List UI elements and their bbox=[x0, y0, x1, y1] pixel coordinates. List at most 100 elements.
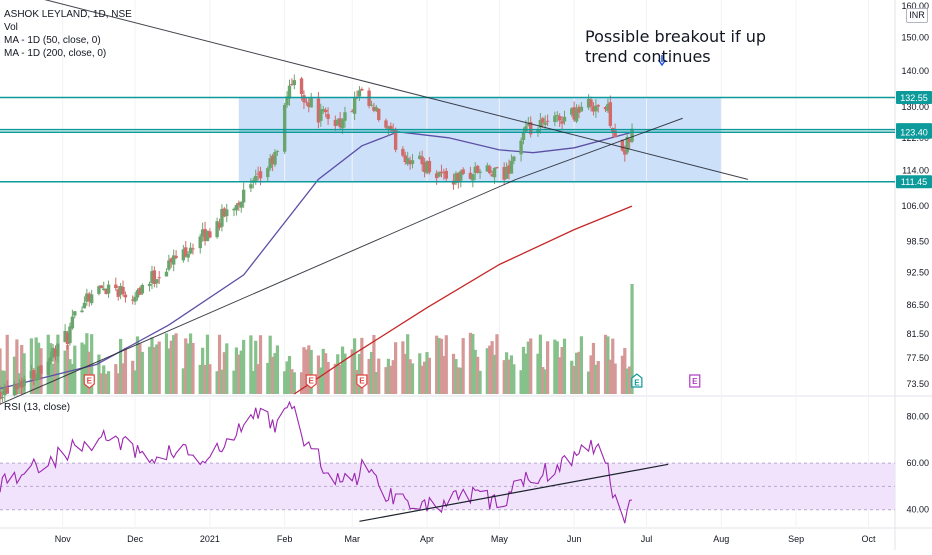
candle-body bbox=[0, 391, 2, 400]
currency-badge[interactable]: INR bbox=[906, 8, 928, 23]
volume-bar bbox=[215, 371, 219, 394]
breakout-annotation: Possible breakout if up trend continues bbox=[585, 27, 766, 67]
candle-body bbox=[273, 151, 277, 165]
volume-bar bbox=[340, 346, 345, 394]
volume-bar bbox=[70, 363, 74, 394]
volume-bar bbox=[99, 373, 103, 394]
candle-body bbox=[471, 173, 475, 181]
candle-body bbox=[266, 168, 270, 178]
volume-bar bbox=[268, 335, 272, 394]
volume-bar bbox=[271, 356, 275, 394]
candle-body bbox=[203, 228, 207, 242]
candle-body bbox=[205, 230, 210, 242]
time-tick-label: Nov bbox=[55, 534, 72, 544]
candle-body bbox=[495, 167, 499, 169]
candle-body bbox=[85, 293, 89, 302]
volume-bar bbox=[418, 353, 422, 394]
candle-body bbox=[386, 126, 391, 129]
candle-body bbox=[606, 103, 610, 112]
candle-body bbox=[541, 118, 545, 123]
volume-bar bbox=[336, 354, 340, 394]
candle-body bbox=[237, 202, 241, 206]
price-tick-label: 73.50 bbox=[906, 379, 929, 389]
volume-bar bbox=[509, 355, 514, 394]
candle-body bbox=[133, 296, 137, 302]
candle-body bbox=[116, 289, 120, 297]
candle-body bbox=[384, 120, 388, 128]
candle-body bbox=[369, 104, 374, 106]
time-tick-label: Apr bbox=[420, 534, 434, 544]
candle-body bbox=[12, 385, 17, 396]
volume-bar bbox=[343, 353, 347, 394]
candle-body bbox=[418, 155, 422, 159]
volume-bar bbox=[273, 353, 277, 394]
volume-bar bbox=[391, 360, 395, 394]
candle-body bbox=[290, 84, 294, 86]
volume-bar bbox=[456, 367, 460, 394]
candle-body bbox=[454, 173, 458, 184]
volume-bar bbox=[87, 351, 91, 394]
candle-body bbox=[340, 119, 345, 129]
volume-bar bbox=[560, 347, 564, 394]
candle-body bbox=[410, 160, 415, 164]
volume-bar bbox=[82, 344, 87, 394]
candle-body bbox=[188, 247, 193, 254]
volume-bar bbox=[606, 336, 610, 394]
volume-bar bbox=[239, 350, 243, 394]
annotation-line-2: trend continues bbox=[585, 47, 711, 66]
candle-body bbox=[186, 253, 190, 258]
candle-body bbox=[135, 290, 140, 298]
volume-bar bbox=[558, 357, 562, 394]
candle-body bbox=[589, 99, 593, 107]
price-tick-label: 114.00 bbox=[902, 166, 929, 176]
volume-bar bbox=[104, 373, 108, 394]
candle-body bbox=[439, 171, 444, 173]
candle-body bbox=[181, 249, 186, 261]
ma50-line bbox=[0, 131, 633, 390]
candle-body bbox=[39, 365, 43, 374]
earnings-marker-letter: E bbox=[359, 377, 365, 386]
volume-bar bbox=[591, 342, 596, 394]
volume-bar bbox=[309, 349, 313, 394]
volume-bar bbox=[22, 353, 26, 394]
candle-body bbox=[220, 208, 224, 227]
candle-body bbox=[48, 357, 53, 362]
earnings-marker-badge bbox=[356, 374, 368, 389]
candle-body bbox=[613, 130, 617, 138]
candle-body bbox=[51, 347, 55, 358]
volume-bar bbox=[242, 339, 246, 394]
volume-bar bbox=[476, 356, 480, 394]
candle-body bbox=[256, 173, 260, 175]
volume-bar bbox=[203, 364, 207, 394]
volume-bar bbox=[174, 333, 178, 394]
volume-bar bbox=[167, 348, 171, 394]
candle-body bbox=[232, 208, 236, 211]
volume-bar bbox=[543, 369, 547, 394]
candle-body bbox=[239, 201, 243, 208]
price-level-tag-text: 132.55 bbox=[900, 93, 928, 103]
volume-bar bbox=[198, 364, 202, 394]
candle-body bbox=[152, 270, 157, 284]
rsi-tick-label: 80.00 bbox=[906, 412, 929, 422]
volume-bar bbox=[577, 351, 581, 394]
candle-body bbox=[620, 139, 625, 151]
volume-bar bbox=[536, 353, 540, 394]
candle-body bbox=[138, 287, 142, 295]
candle-body bbox=[623, 149, 627, 155]
volume-bar bbox=[403, 353, 407, 394]
volume-bar bbox=[0, 348, 2, 394]
candle-body bbox=[555, 114, 559, 116]
volume-bar bbox=[367, 358, 371, 394]
volume-bar bbox=[444, 335, 448, 394]
candle-body bbox=[625, 136, 629, 153]
candle-body bbox=[302, 95, 306, 103]
candle-body bbox=[459, 171, 463, 181]
volume-bar bbox=[326, 362, 330, 394]
volume-bar bbox=[408, 359, 412, 394]
candle-body bbox=[167, 260, 171, 270]
volume-bar bbox=[283, 371, 287, 394]
earnings-marker: E bbox=[356, 374, 368, 389]
volume-bar bbox=[435, 335, 439, 394]
